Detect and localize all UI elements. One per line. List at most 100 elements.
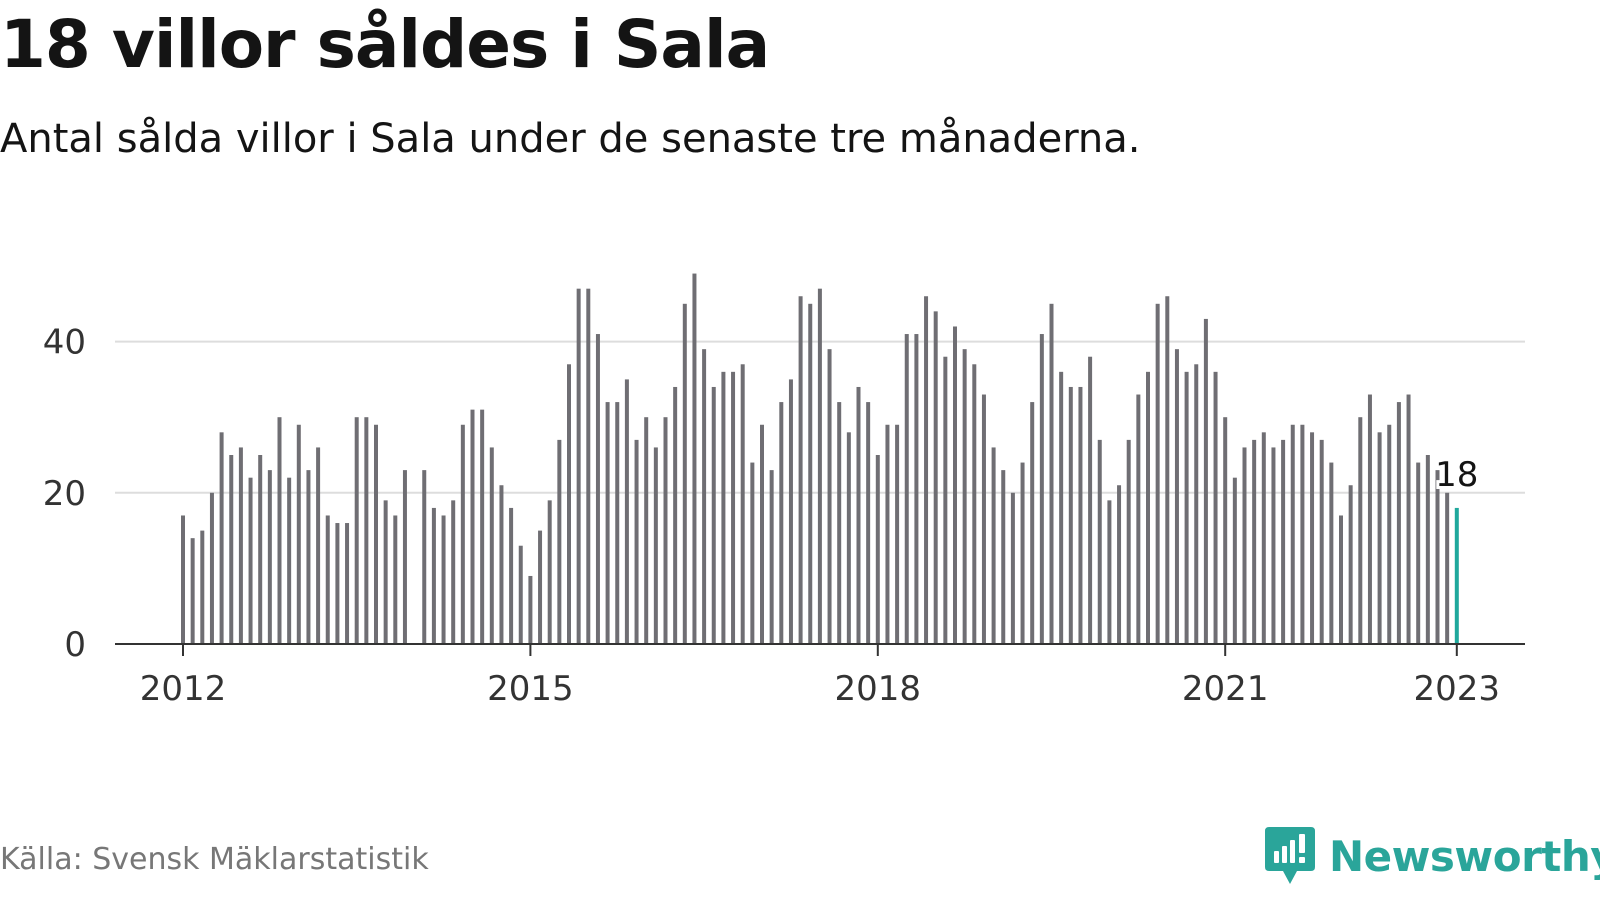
bar: [808, 303, 813, 644]
y-tick-label: 20: [43, 474, 86, 514]
bar: [1310, 432, 1315, 644]
bar: [1406, 394, 1411, 644]
bar: [731, 371, 736, 644]
brand-name: Newsworthy: [1329, 831, 1600, 881]
bar: [1097, 439, 1102, 644]
bar: [1232, 477, 1237, 644]
bar: [1242, 447, 1247, 644]
bar: [181, 515, 185, 644]
bar: [605, 402, 610, 644]
bar: [962, 349, 967, 644]
bar: [200, 530, 205, 644]
bar: [682, 303, 687, 644]
chart-title: 18 villor såldes i Sala: [0, 6, 770, 83]
chart-subtitle: Antal sålda villor i Sala under de senas…: [0, 116, 1141, 162]
bar: [1184, 371, 1189, 644]
bar: [209, 492, 214, 644]
bar: [885, 424, 890, 644]
bar: [1107, 500, 1112, 644]
bar: [248, 477, 253, 644]
bar: [1435, 470, 1440, 644]
bar: [538, 530, 543, 644]
bar: [287, 477, 292, 644]
bar: [837, 402, 842, 644]
bar: [354, 417, 359, 644]
bar: [924, 296, 929, 644]
x-tick-label: 2023: [1414, 669, 1501, 709]
bar: [866, 402, 871, 644]
bar-highlight: [1454, 507, 1459, 644]
bar: [258, 455, 263, 644]
bar: [1155, 303, 1160, 644]
bar: [653, 447, 658, 644]
bar: [1387, 424, 1392, 644]
bar: [972, 364, 977, 644]
y-axis-labels: 0 20 40: [43, 323, 86, 665]
bar: [1339, 515, 1343, 644]
bar: [904, 334, 909, 644]
y-tick-label: 40: [43, 323, 86, 363]
bar: [615, 402, 620, 644]
bar: [219, 432, 224, 644]
bar: [595, 334, 600, 644]
bar: [1300, 424, 1305, 644]
y-tick-label: 0: [64, 625, 86, 665]
bar: [1252, 439, 1257, 644]
bar: [827, 349, 832, 644]
bar: [914, 334, 919, 644]
bar: [480, 409, 485, 644]
bar-chart: 0 20 40 2012 2015 2018 2021 2023 18: [43, 273, 1525, 709]
bar: [345, 523, 350, 644]
source-note: Källa: Svensk Mäklarstatistik: [0, 842, 429, 877]
bar: [393, 515, 398, 644]
bar: [470, 409, 475, 644]
bar: [499, 485, 504, 644]
bar: [846, 432, 851, 644]
x-tick-label: 2021: [1182, 669, 1269, 709]
bar: [316, 447, 321, 644]
bar: [1213, 371, 1218, 644]
bar: [1001, 470, 1006, 644]
bar: [1271, 447, 1276, 644]
newsworthy-logo-icon: [1265, 827, 1315, 884]
latest-value-label: 18: [1435, 455, 1478, 495]
bar: [1319, 439, 1324, 644]
bar: [1049, 303, 1054, 644]
bar: [1136, 394, 1141, 644]
bar: [1174, 349, 1179, 644]
bar: [624, 379, 629, 644]
bar: [1445, 492, 1450, 644]
x-tick-label: 2018: [835, 669, 922, 709]
bar: [740, 364, 745, 644]
bar: [779, 402, 784, 644]
x-tick-label: 2015: [487, 669, 574, 709]
annotations: 18: [1432, 452, 1481, 498]
bar: [586, 288, 591, 644]
bar: [1194, 364, 1199, 644]
bar: [547, 500, 552, 644]
bar: [1126, 439, 1131, 644]
bar: [760, 424, 764, 644]
bar: [663, 417, 668, 644]
bar: [1223, 417, 1228, 644]
bar: [460, 424, 465, 644]
bar: [422, 470, 427, 644]
bar: [1088, 356, 1093, 644]
bar: [711, 386, 716, 644]
bar: [702, 349, 707, 644]
bar: [991, 447, 996, 644]
bar: [383, 500, 388, 644]
bar: [721, 371, 726, 644]
bar: [817, 288, 822, 644]
bar: [1396, 402, 1401, 644]
bar: [402, 470, 407, 644]
bar: [1117, 485, 1122, 644]
bar: [1261, 432, 1266, 644]
x-tick-label: 2012: [140, 669, 227, 709]
bar: [769, 470, 774, 644]
bar: [1020, 462, 1025, 644]
bar: [325, 515, 330, 644]
bar: [1203, 318, 1208, 644]
bar: [335, 523, 340, 644]
bar: [306, 470, 311, 644]
